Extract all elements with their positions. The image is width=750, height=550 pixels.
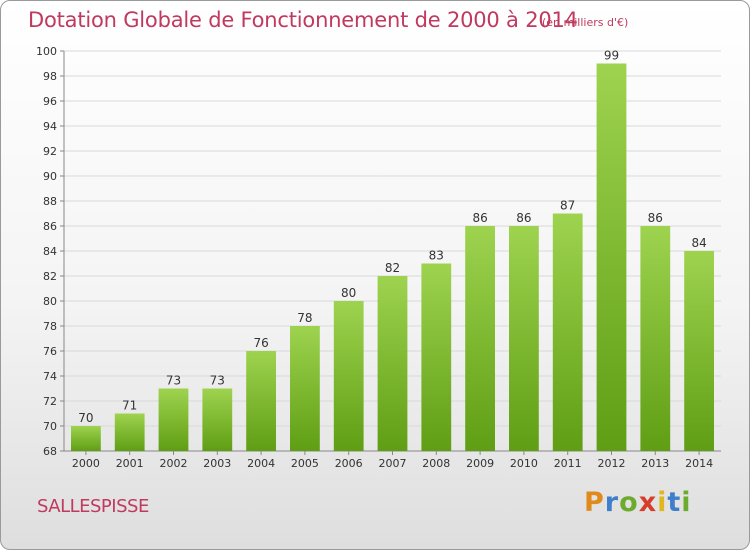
bar-value-label: 73 [210, 374, 225, 388]
y-tick-label: 76 [43, 345, 57, 358]
x-tick-label: 2009 [466, 457, 494, 470]
bar-value-label: 73 [166, 374, 181, 388]
bar-value-label: 76 [253, 336, 268, 350]
bar [202, 388, 233, 451]
bar-value-label: 70 [78, 411, 93, 425]
x-tick-label: 2005 [291, 457, 319, 470]
bar [684, 251, 714, 451]
y-tick-label: 80 [43, 295, 57, 308]
y-tick-label: 72 [43, 395, 57, 408]
y-tick-label: 74 [43, 370, 57, 383]
y-tick-label: 88 [43, 195, 57, 208]
logo-letter: t [667, 487, 682, 518]
chart-title: Dotation Globale de Fonctionnement de 20… [28, 8, 578, 32]
logo-letter: x [638, 487, 658, 518]
y-tick-label: 78 [43, 320, 57, 333]
x-tick-label: 2004 [247, 457, 275, 470]
bar [465, 226, 495, 451]
bar [158, 388, 189, 451]
y-tick-label: 90 [43, 170, 57, 183]
bar-value-label: 84 [691, 236, 706, 250]
bar-value-label: 99 [604, 49, 619, 63]
x-tick-label: 2002 [160, 457, 188, 470]
bar [290, 326, 320, 451]
bar-value-label: 86 [516, 211, 531, 225]
bar-value-label: 83 [429, 249, 444, 263]
bar [71, 426, 101, 451]
logo-letter: i [681, 487, 692, 518]
y-tick-label: 92 [43, 145, 57, 158]
bar [333, 301, 364, 451]
x-tick-label: 2008 [422, 457, 450, 470]
commune-name: SALLESPISSE [37, 496, 149, 517]
logo-letter: o [619, 487, 639, 518]
bar-value-label: 82 [385, 261, 400, 275]
y-tick-label: 86 [43, 220, 57, 233]
x-tick-label: 2006 [335, 457, 363, 470]
y-tick-label: 94 [43, 120, 57, 133]
x-tick-label: 2000 [72, 457, 100, 470]
x-tick-label: 2007 [379, 457, 407, 470]
bar [552, 213, 583, 451]
bar [596, 63, 627, 451]
logo-letter: r [604, 487, 620, 518]
logo-letter: P [584, 487, 605, 518]
x-tick-label: 2003 [203, 457, 231, 470]
bar [246, 351, 276, 451]
x-tick-label: 2001 [116, 457, 144, 470]
bar-value-label: 87 [560, 199, 575, 213]
x-tick-label: 2010 [510, 457, 538, 470]
x-tick-label: 2013 [641, 457, 669, 470]
x-tick-label: 2012 [598, 457, 626, 470]
bar [509, 226, 539, 451]
proxiti-logo: Proxiti [584, 487, 692, 518]
y-tick-label: 98 [43, 70, 57, 83]
bar [377, 276, 408, 451]
bar [114, 413, 145, 451]
y-tick-label: 96 [43, 95, 57, 108]
chart-subtitle: (en milliers d'€) [542, 16, 629, 29]
bar-value-label: 86 [472, 211, 487, 225]
bar-value-label: 86 [648, 211, 663, 225]
y-tick-label: 100 [36, 45, 57, 58]
logo-letter: i [657, 487, 668, 518]
bar-value-label: 71 [122, 399, 137, 413]
y-tick-label: 84 [43, 245, 57, 258]
x-tick-label: 2014 [685, 457, 713, 470]
y-tick-label: 68 [43, 445, 57, 458]
y-tick-label: 70 [43, 420, 57, 433]
bar [421, 263, 452, 451]
bar-value-label: 78 [297, 311, 312, 325]
bar-value-label: 80 [341, 286, 356, 300]
bar [640, 226, 671, 451]
y-tick-label: 82 [43, 270, 57, 283]
x-tick-label: 2011 [554, 457, 582, 470]
